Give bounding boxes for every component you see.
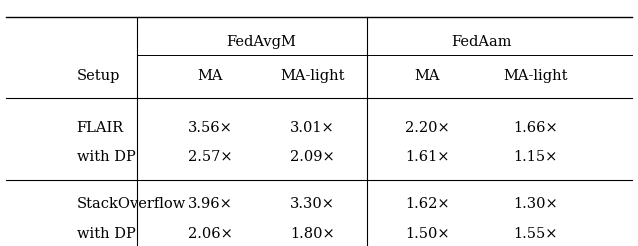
Text: FLAIR: FLAIR xyxy=(77,121,124,135)
Text: MA: MA xyxy=(415,69,440,83)
Text: 1.80×: 1.80× xyxy=(290,227,335,241)
Text: MA-light: MA-light xyxy=(503,69,568,83)
Text: 2.57×: 2.57× xyxy=(188,151,233,164)
Text: with DP: with DP xyxy=(77,227,135,241)
Text: 1.15×: 1.15× xyxy=(514,151,558,164)
Text: StackOverflow: StackOverflow xyxy=(77,197,186,211)
Text: 3.01×: 3.01× xyxy=(290,121,335,135)
Text: Setup: Setup xyxy=(77,69,120,83)
Text: with DP: with DP xyxy=(77,151,135,164)
Text: 3.96×: 3.96× xyxy=(188,197,233,211)
Text: FedAvgM: FedAvgM xyxy=(226,35,297,49)
Text: 1.62×: 1.62× xyxy=(405,197,450,211)
Text: 3.30×: 3.30× xyxy=(290,197,335,211)
Text: 1.61×: 1.61× xyxy=(405,151,450,164)
Text: 3.56×: 3.56× xyxy=(188,121,233,135)
Text: 2.20×: 2.20× xyxy=(405,121,450,135)
Text: 2.06×: 2.06× xyxy=(188,227,233,241)
Text: 2.09×: 2.09× xyxy=(290,151,335,164)
Text: 1.30×: 1.30× xyxy=(514,197,558,211)
Text: 1.66×: 1.66× xyxy=(514,121,558,135)
Text: 1.50×: 1.50× xyxy=(405,227,450,241)
Text: FedAam: FedAam xyxy=(452,35,512,49)
Text: MA-light: MA-light xyxy=(280,69,345,83)
Text: 1.55×: 1.55× xyxy=(514,227,558,241)
Text: MA: MA xyxy=(198,69,223,83)
